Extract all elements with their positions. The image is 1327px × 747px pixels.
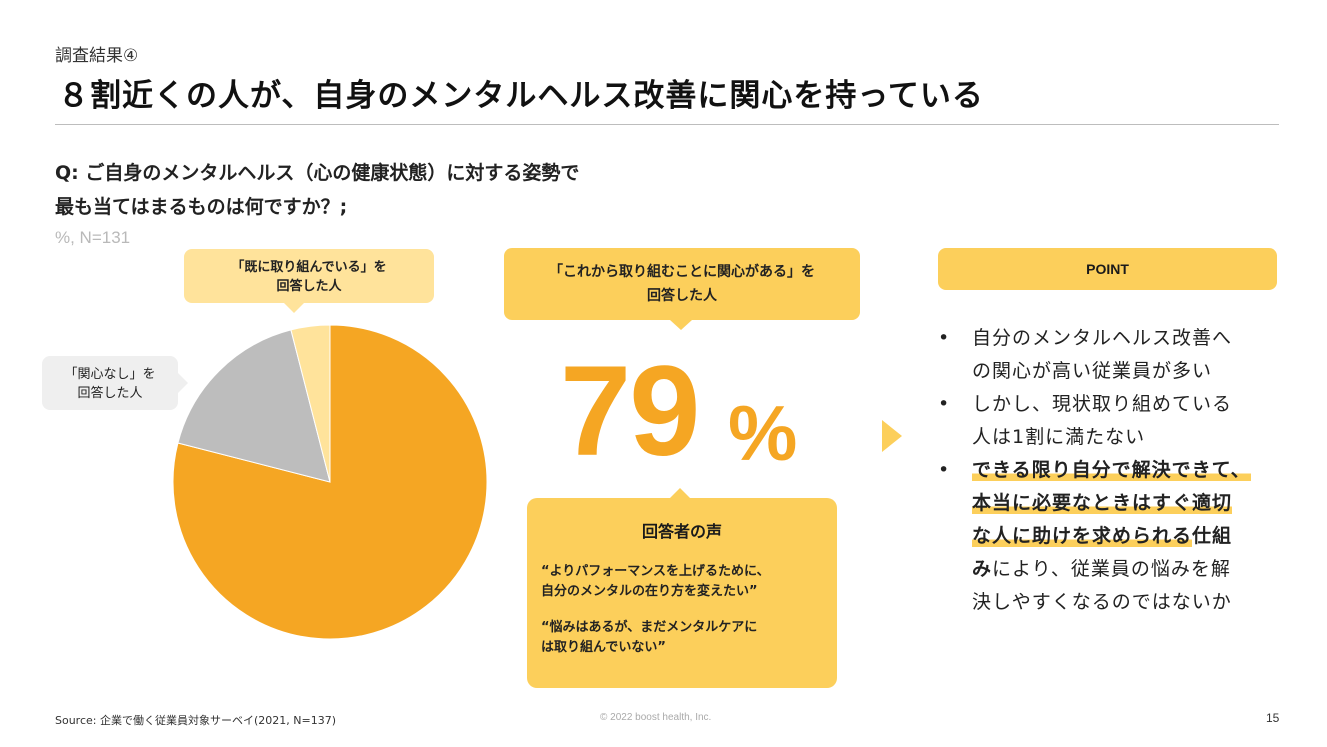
respondent-voice-card: 回答者の声 “よりパフォーマンスを上げるために、 自分のメンタルの在り方を変えた…: [527, 488, 837, 688]
pie-slice-0: [172, 324, 488, 640]
voice-quote-2-line1: “悩みはあるが、まだメンタルケアに: [541, 620, 758, 635]
point-2-line1: しかし、現状取り組めている: [972, 393, 1233, 415]
voice-quote-2: “悩みはあるが、まだメンタルケアに は取り組んでいない”: [541, 618, 823, 658]
point-list: • 自分のメンタルヘルス改善へ の関心が高い従業員が多い • しかし、現状取り組…: [938, 322, 1283, 619]
point-3-rest-3: 決しやすくなるのではないか: [972, 591, 1232, 613]
callout-none-line1: 「関心なし」を: [64, 367, 156, 382]
point-heading: POINT: [938, 248, 1277, 290]
point-3-rest-2-bold: み: [972, 558, 993, 580]
voice-quote-2-line2: は取り組んでいない”: [541, 640, 666, 655]
callout-interest-line1: 「これから取り組むことに関心がある」を: [549, 264, 815, 280]
voice-quote-1-line1: “よりパフォーマンスを上げるために、: [541, 564, 770, 579]
point-3-highlight-3: な人に助けを求められる: [972, 525, 1193, 547]
callout-already: 「既に取り組んでいる」を 回答した人: [184, 249, 434, 313]
point-3-rest-2: により、従業員の悩みを解: [992, 558, 1231, 580]
pie-chart: [172, 324, 488, 640]
highlight-unit: %: [728, 389, 798, 477]
sample-note: %, N=131: [55, 228, 131, 247]
callout-no-interest: 「関心なし」を 回答した人: [42, 356, 188, 410]
page-title: ８割近くの人が、自身のメンタルヘルス改善に関心を持っている: [58, 78, 984, 114]
voice-quote-1: “よりパフォーマンスを上げるために、 自分のメンタルの在り方を変えたい”: [541, 562, 823, 602]
point-2-line2: 人は1割に満たない: [972, 426, 1146, 448]
highlight-value: 79: [560, 340, 700, 483]
question-line-1: Q: ご自身のメンタルヘルス（心の健康状態）に対する姿勢で: [55, 162, 580, 184]
point-item-2: • しかし、現状取り組めている 人は1割に満たない: [938, 388, 1283, 454]
point-3-rest-1: 仕組: [1192, 525, 1233, 547]
arrow-right-icon: [882, 420, 902, 452]
callout-already-line2: 回答した人: [276, 279, 342, 294]
callout-interest-line2: 回答した人: [647, 288, 717, 304]
callout-none-line2: 回答した人: [77, 386, 143, 401]
copyright: © 2022 boost health, Inc.: [600, 712, 712, 723]
page-number: 15: [1266, 711, 1280, 725]
bullet-icon: •: [938, 393, 951, 415]
callout-interest: 「これから取り組むことに関心がある」を 回答した人: [504, 248, 860, 330]
point-3-highlight-1: できる限り自分で解決できて、: [972, 459, 1251, 481]
point-item-1: • 自分のメンタルヘルス改善へ の関心が高い従業員が多い: [938, 322, 1283, 388]
pie-slice-2: [290, 324, 331, 483]
bullet-icon: •: [938, 459, 951, 481]
bullet-icon: •: [938, 327, 951, 349]
point-1-line2: の関心が高い従業員が多い: [972, 360, 1213, 382]
point-item-3: • できる限り自分で解決できて、 本当に必要なときはすぐ適切 な人に助けを求めら…: [938, 454, 1283, 619]
point-3-highlight-2: 本当に必要なときはすぐ適切: [972, 492, 1233, 514]
source-note: Source: 企業で働く従業員対象サーベイ(2021, N=137): [55, 714, 336, 727]
voice-title: 回答者の声: [641, 522, 722, 541]
section-kicker: 調査結果④: [55, 46, 139, 66]
pie-slice-1: [177, 329, 331, 483]
title-divider: [55, 124, 1279, 125]
point-1-line1: 自分のメンタルヘルス改善へ: [972, 327, 1233, 349]
callout-already-line1: 「既に取り組んでいる」を: [231, 260, 387, 275]
question-line-2: 最も当てはまるものは何ですか？;: [55, 196, 348, 218]
voice-quote-1-line2: 自分のメンタルの在り方を変えたい”: [541, 584, 758, 599]
